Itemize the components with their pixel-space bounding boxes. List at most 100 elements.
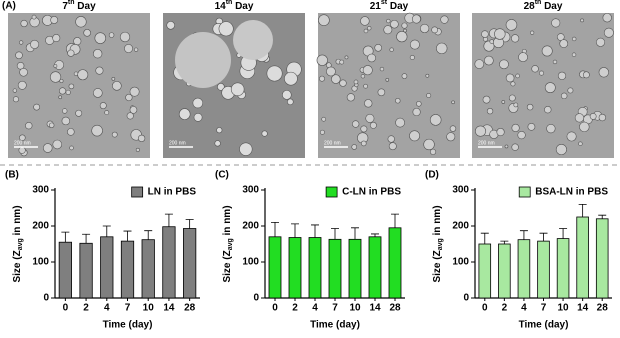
x-tick-label: 28	[184, 303, 196, 314]
x-tick-label: 14	[369, 303, 381, 314]
vesicle	[19, 134, 26, 141]
x-tick-label: 2	[292, 303, 298, 314]
y-label-sub: avg	[437, 238, 444, 250]
vesicle	[518, 52, 528, 62]
y-tick-label: 200	[32, 221, 49, 232]
legend-label: BSA-LN in PBS	[535, 187, 608, 198]
x-tick-label: 0	[482, 303, 488, 314]
vesicle	[511, 123, 520, 133]
x-axis-label: Time (day)	[519, 320, 569, 331]
vesicle	[474, 125, 487, 137]
vesicle	[388, 142, 397, 151]
vesicle	[67, 128, 75, 136]
vesicle	[218, 21, 234, 37]
day-title: 7th Day	[62, 0, 96, 12]
vesicle	[505, 19, 518, 31]
vesicle	[75, 16, 87, 28]
vesicle	[19, 40, 24, 45]
bar	[79, 242, 93, 299]
vesicle	[75, 109, 83, 117]
vesicle	[517, 131, 526, 140]
x-tick-label: 14	[577, 303, 589, 314]
legend-swatch	[325, 186, 338, 198]
y-axis-label: Size (Zavg in nm)	[12, 205, 25, 282]
vesicle	[596, 37, 606, 47]
x-tick-label: 10	[143, 303, 155, 314]
vesicle	[429, 148, 437, 155]
vesicle	[603, 27, 614, 38]
bar	[120, 240, 135, 299]
vesicle	[125, 93, 133, 102]
vesicle	[353, 79, 359, 85]
vesicle	[386, 18, 391, 24]
vesicle	[420, 23, 430, 34]
vesicle	[571, 52, 577, 57]
error-bar	[61, 231, 70, 243]
vesicle	[496, 127, 505, 137]
vesicle	[193, 112, 203, 122]
day-word: Day	[387, 1, 409, 12]
vesicle	[77, 69, 89, 81]
vesicle	[178, 108, 191, 120]
scale-bar-label: 200 nm	[169, 140, 186, 146]
vesicle	[511, 143, 519, 151]
vesicle	[531, 65, 539, 73]
vesicle	[390, 19, 399, 29]
bar	[368, 236, 382, 299]
vesicle	[451, 100, 455, 105]
vesicle	[374, 44, 382, 52]
vesicle	[574, 113, 585, 123]
vesicle	[99, 102, 107, 110]
vesicle	[62, 108, 68, 114]
vesicle	[598, 113, 607, 122]
error-bar	[102, 225, 111, 237]
vesicle	[541, 45, 553, 57]
vesicle	[49, 71, 62, 83]
error-bar	[82, 233, 91, 244]
vesicle	[552, 59, 558, 65]
vesicle	[166, 21, 175, 30]
vesicle	[351, 144, 358, 150]
y-label-end: in nm)	[432, 205, 443, 238]
vesicle	[17, 80, 27, 90]
y-tick-label: 0	[43, 293, 49, 304]
error-bar	[164, 213, 173, 227]
vesicle	[446, 132, 456, 142]
vesicle	[67, 49, 75, 57]
day-title: 14th Day	[215, 0, 254, 12]
vesicle	[352, 120, 360, 128]
y-axis-label: Size (Zavg in nm)	[222, 205, 235, 282]
legend-label: C-LN in PBS	[342, 187, 401, 198]
aggregate	[233, 20, 273, 60]
vesicle	[409, 39, 420, 50]
vesicle	[377, 88, 386, 97]
y-label-end: in nm)	[12, 205, 23, 238]
vesicle	[426, 93, 432, 98]
vesicle	[385, 78, 390, 82]
vesicle	[316, 54, 328, 66]
vesicle	[579, 121, 590, 133]
vesicle	[598, 67, 609, 78]
vesicle	[112, 81, 122, 91]
panel-label: (A)	[2, 1, 16, 12]
vesicle	[431, 26, 439, 34]
y-label-start: Size (Z	[222, 250, 233, 282]
vesicle	[20, 19, 28, 28]
vesicle	[129, 86, 140, 97]
vesicle	[91, 124, 103, 137]
vesicle	[409, 130, 420, 142]
vesicle	[544, 82, 556, 94]
vesicle	[582, 71, 590, 79]
vesicle	[137, 134, 146, 143]
vesicle	[501, 100, 506, 104]
vesicle	[52, 34, 61, 43]
vesicle	[379, 66, 385, 72]
x-tick-label: 2	[502, 303, 508, 314]
vesicle	[580, 18, 584, 23]
vesicle	[551, 18, 561, 28]
vesicle	[560, 92, 568, 100]
vesicle	[104, 110, 110, 116]
bar	[537, 240, 550, 299]
vesicle	[135, 147, 140, 152]
